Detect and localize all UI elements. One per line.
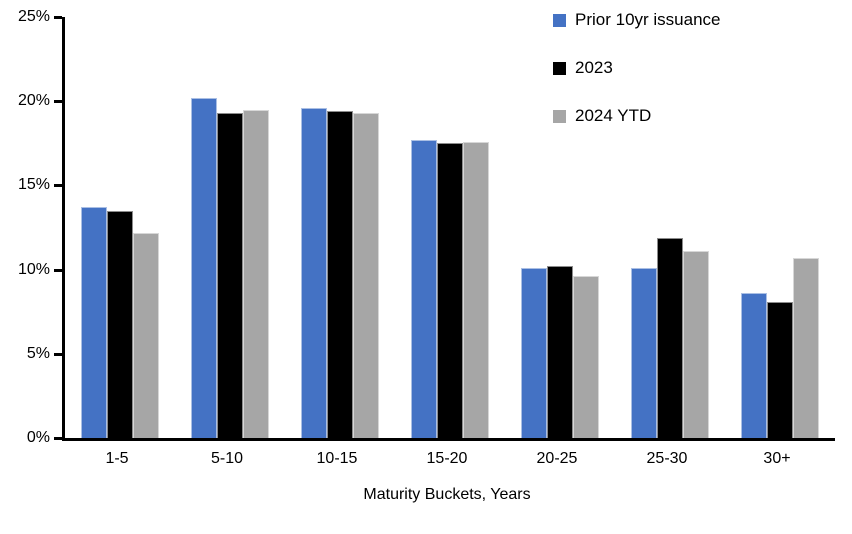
legend-label: Prior 10yr issuance — [575, 10, 721, 29]
bar-group-30 — [725, 17, 835, 438]
bar-2024-ytd-10-15 — [353, 113, 379, 438]
x-tick-label-20-25: 20-25 — [536, 450, 578, 467]
y-tick-label-0: 0% — [26, 429, 50, 446]
bar-group-10-15 — [285, 17, 395, 438]
x-tick-label-30: 30+ — [763, 450, 791, 467]
bar-prior-10yr-issuance-1-5 — [81, 207, 107, 438]
bar-prior-10yr-issuance-5-10 — [191, 97, 217, 438]
legend-item-prior-10yr-issuance: Prior 10yr issuance — [553, 10, 721, 30]
legend-item-2023: 2023 — [553, 58, 721, 78]
bar-2023-10-15 — [327, 111, 353, 438]
bar-2023-20-25 — [547, 266, 573, 438]
bar-group-25-30 — [615, 17, 725, 438]
legend-marker-icon — [553, 109, 566, 123]
bar-2024-ytd-1-5 — [133, 232, 159, 438]
bar-prior-10yr-issuance-30 — [741, 293, 767, 438]
y-tick-mark-10 — [54, 268, 62, 272]
bar-2024-ytd-15-20 — [463, 141, 489, 438]
bar-group-5-10 — [175, 17, 285, 438]
bar-2024-ytd-30 — [793, 257, 819, 438]
bar-prior-10yr-issuance-20-25 — [521, 267, 547, 438]
bar-group-20-25 — [505, 17, 615, 438]
x-axis-title: Maturity Buckets, Years — [363, 486, 531, 503]
legend: Prior 10yr issuance 2023 2024 YTD — [553, 10, 721, 126]
bar-2023-30 — [767, 301, 793, 438]
x-tick-label-15-20: 15-20 — [426, 450, 468, 467]
x-tick-label-25-30: 25-30 — [646, 450, 688, 467]
y-tick-mark-5 — [54, 352, 62, 356]
x-tick-label-10-15: 10-15 — [316, 450, 358, 467]
y-tick-label-20: 20% — [17, 92, 50, 110]
legend-marker-icon — [553, 13, 566, 27]
bar-prior-10yr-issuance-10-15 — [301, 107, 327, 438]
y-tick-mark-25 — [54, 16, 62, 19]
bar-group-15-20 — [395, 17, 505, 438]
y-tick-label-10: 10% — [17, 260, 50, 278]
x-axis-labels: 1-5 5-10 10-15 15-20 20-25 25-30 30+ — [62, 450, 832, 468]
bar-prior-10yr-issuance-15-20 — [411, 139, 437, 438]
x-tick-label-1-5: 1-5 — [105, 450, 129, 467]
bar-prior-10yr-issuance-25-30 — [631, 267, 657, 438]
bar-2023-5-10 — [217, 113, 243, 438]
bar-2023-15-20 — [437, 143, 463, 438]
y-tick-mark-0 — [54, 437, 62, 440]
legend-label: 2023 — [575, 58, 613, 77]
y-tick-mark-20 — [54, 100, 62, 104]
bar-2023-25-30 — [657, 237, 683, 438]
x-tick-label-5-10: 5-10 — [210, 450, 244, 467]
plot-area — [62, 17, 835, 441]
y-tick-label-15: 15% — [17, 176, 50, 194]
bar-2024-ytd-25-30 — [683, 251, 709, 438]
bar-2023-1-5 — [107, 210, 133, 438]
bar-2024-ytd-5-10 — [243, 109, 269, 438]
y-tick-label-25: 25% — [17, 8, 50, 25]
y-tick-label-5: 5% — [26, 344, 50, 362]
y-tick-mark-15 — [54, 184, 62, 188]
legend-item-2024-ytd: 2024 YTD — [553, 106, 721, 126]
bar-2024-ytd-20-25 — [573, 276, 599, 438]
legend-label: 2024 YTD — [575, 106, 652, 125]
bar-group-1-5 — [65, 17, 175, 438]
legend-marker-icon — [553, 61, 566, 75]
bar-groups — [65, 17, 835, 438]
